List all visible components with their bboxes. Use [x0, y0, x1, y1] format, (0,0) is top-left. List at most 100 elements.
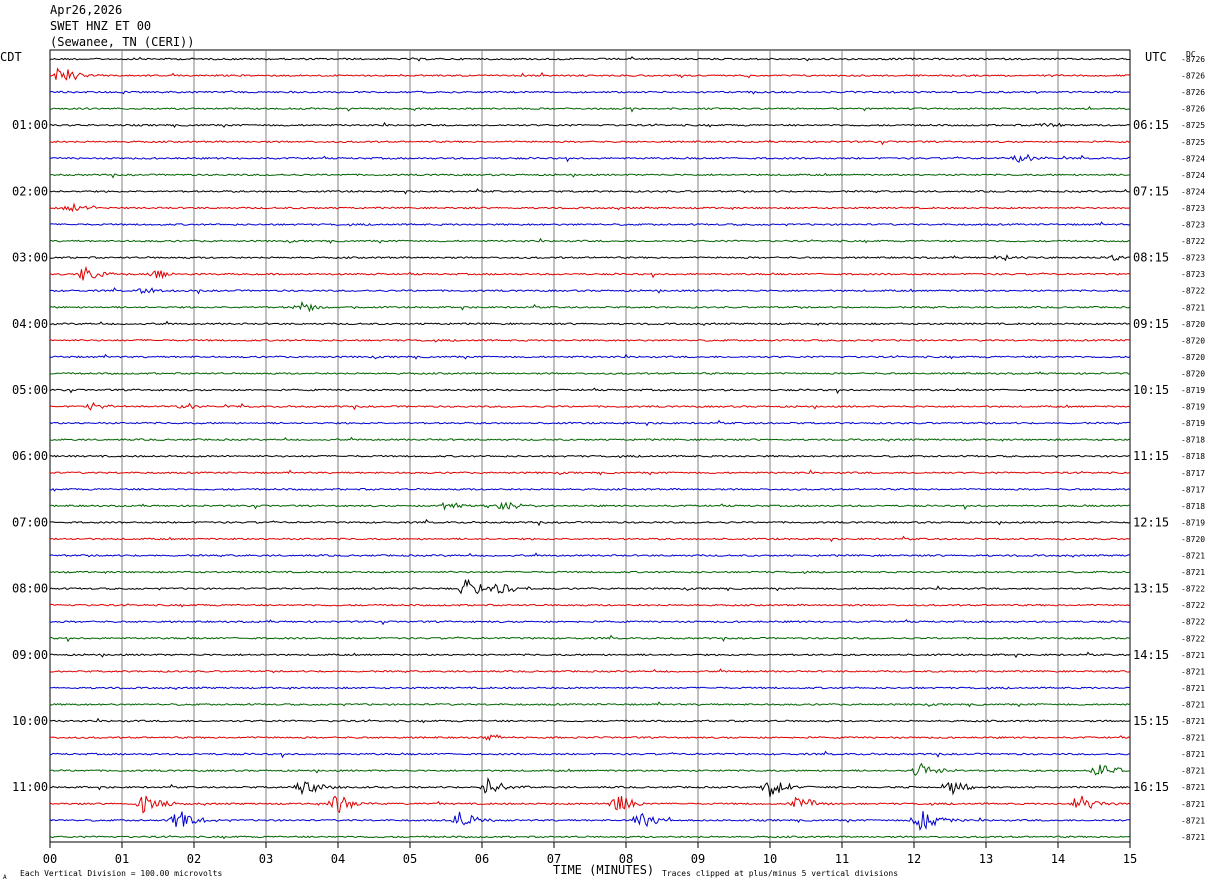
dc-offset-label: -8718	[1181, 436, 1205, 445]
seismic-trace	[49, 371, 1131, 375]
station-location: (Sewanee, TN (CERI))	[50, 35, 195, 49]
x-tick-label: 03	[259, 852, 273, 866]
station-title: SWET HNZ ET 00	[50, 19, 152, 33]
dc-offset-label: -8721	[1181, 750, 1205, 759]
seismic-trace	[49, 762, 1131, 776]
seismic-trace	[49, 387, 1131, 395]
seismic-trace	[49, 454, 1131, 459]
corner-mark: A	[3, 874, 7, 881]
seismic-trace	[49, 717, 1131, 724]
seismic-trace	[49, 139, 1131, 146]
dc-offset-label: -8725	[1181, 121, 1205, 130]
seismic-trace	[49, 619, 1131, 626]
seismic-trace	[49, 419, 1131, 427]
dc-offset-label: -8723	[1181, 270, 1205, 279]
seismic-trace	[49, 172, 1131, 179]
left-time-label: 06:00	[12, 449, 48, 463]
dc-offset-label: -8726	[1181, 55, 1205, 64]
x-tick-label: 11	[835, 852, 849, 866]
dc-offset-label: -8722	[1181, 601, 1205, 610]
x-tick-label: 12	[907, 852, 921, 866]
clip-note: Traces clipped at plus/minus 5 vertical …	[662, 869, 898, 878]
x-tick-label: 04	[331, 852, 345, 866]
seismic-trace	[49, 67, 1131, 81]
seismic-trace	[49, 300, 1131, 313]
x-tick-label: 14	[1051, 852, 1065, 866]
dc-offset-label: -8721	[1181, 684, 1205, 693]
seismic-trace	[49, 634, 1131, 643]
dc-label: DC	[1186, 50, 1196, 59]
seismic-trace	[49, 795, 1131, 814]
seismic-trace	[49, 401, 1131, 411]
dc-offset-label: -8722	[1181, 618, 1205, 627]
x-tick-label: 09	[691, 852, 705, 866]
seismic-trace	[49, 651, 1131, 659]
right-time-label: 14:15	[1133, 648, 1169, 662]
right-time-label: 09:15	[1133, 317, 1169, 331]
dc-offset-label: -8724	[1181, 171, 1205, 180]
dc-offset-label: -8721	[1181, 552, 1205, 561]
dc-offset-label: -8721	[1181, 833, 1205, 842]
right-time-label: 07:15	[1133, 184, 1169, 198]
seismic-trace	[49, 501, 1130, 511]
seismic-trace	[49, 353, 1131, 360]
minute-grid	[49, 49, 1131, 843]
seismic-trace	[49, 834, 1131, 840]
dc-offset-label: -8719	[1181, 419, 1205, 428]
seismic-trace	[49, 668, 1131, 674]
right-time-label: 12:15	[1133, 515, 1169, 529]
dc-offset-label: -8722	[1181, 585, 1205, 594]
x-tick-label: 07	[547, 852, 561, 866]
seismic-trace	[49, 487, 1131, 492]
x-tick-label: 15	[1123, 852, 1137, 866]
x-axis-ticks: 00 01 02 03 04 05 06 07 08 09 10 11 12 13 14 15	[43, 842, 1137, 866]
dc-offset-label: -8721	[1181, 783, 1205, 792]
dc-offset-label: -8721	[1181, 717, 1205, 726]
dc-offset-label: -8717	[1181, 485, 1205, 494]
seismic-trace	[50, 686, 1131, 691]
left-timezone-label: CDT	[0, 50, 22, 64]
left-time-label: 04:00	[12, 317, 48, 331]
dc-offset-label: -8724	[1181, 154, 1205, 163]
dc-offset-label: -8722	[1181, 287, 1205, 296]
seismic-traces	[49, 56, 1131, 840]
seismic-trace	[49, 237, 1131, 244]
plot-date: Apr26,2026	[50, 3, 123, 17]
dc-offset-label: -8724	[1181, 187, 1205, 196]
dc-offset-label: -8722	[1181, 237, 1205, 246]
left-time-label: 10:00	[12, 714, 48, 728]
dc-offset-label: -8719	[1181, 518, 1205, 527]
dc-offset-label: -8719	[1181, 403, 1205, 412]
dc-offset-label: -8719	[1181, 386, 1205, 395]
seismic-trace	[49, 701, 1131, 708]
seismic-trace	[49, 121, 1131, 129]
x-tick-label: 02	[187, 852, 201, 866]
scale-note: Each Vertical Division = 100.00 microvol…	[20, 869, 222, 878]
dc-offset-label: -8726	[1181, 105, 1205, 114]
seismic-trace	[49, 202, 1131, 213]
seismic-trace	[49, 578, 1131, 595]
right-time-label: 15:15	[1133, 714, 1169, 728]
dc-offset-label: -8726	[1181, 88, 1205, 97]
right-time-labels: 06:15 07:15 08:15 09:15 10:15 11:15 12:15 13:15…	[1133, 118, 1169, 794]
dc-offset-label: -8720	[1181, 320, 1205, 329]
dc-offset-label: -8718	[1181, 502, 1205, 511]
seismic-trace	[49, 221, 1131, 227]
right-time-label: 11:15	[1133, 449, 1169, 463]
left-time-labels: 01:00 02:00 03:00 04:00 05:00 06:00 07:00 08:00…	[12, 118, 48, 794]
dc-offset-label: -8723	[1181, 221, 1205, 230]
dc-offset-label: -8722	[1181, 634, 1205, 643]
dc-offset-label: -8720	[1181, 336, 1205, 345]
dc-offset-label: -8721	[1181, 303, 1205, 312]
dc-offset-label: -8721	[1181, 667, 1205, 676]
x-tick-label: 01	[115, 852, 129, 866]
dc-offset-label: -8720	[1181, 353, 1205, 362]
seismic-trace	[49, 603, 1131, 608]
dc-offset-label: -8720	[1181, 369, 1205, 378]
x-tick-label: 00	[43, 852, 57, 866]
right-time-label: 06:15	[1133, 118, 1169, 132]
seismic-trace	[49, 552, 1131, 558]
left-time-label: 08:00	[12, 582, 48, 596]
right-time-label: 08:15	[1133, 251, 1169, 265]
dc-offset-label: -8723	[1181, 204, 1205, 213]
